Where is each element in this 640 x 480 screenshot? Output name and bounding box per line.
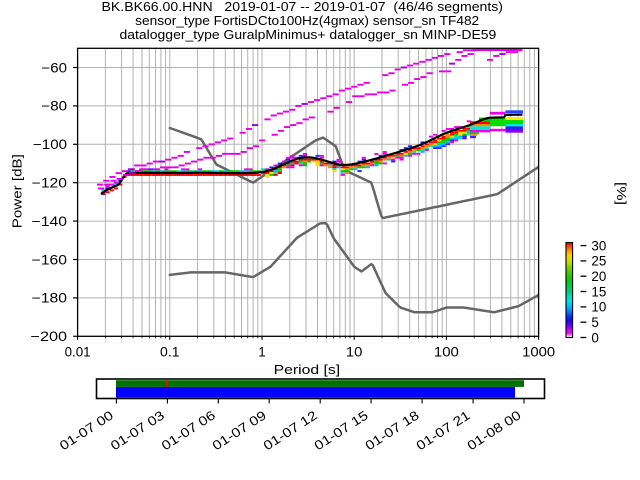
svg-text:1: 1 — [258, 345, 265, 360]
svg-text:Period [s]: Period [s] — [274, 362, 341, 377]
svg-text:0.01: 0.01 — [65, 345, 91, 360]
svg-text:0.1: 0.1 — [160, 345, 180, 360]
svg-text:BK.BK66.00.HNN 2019-01-07 --: BK.BK66.00.HNN 2019-01-07 -- 2019-01-07 … — [102, 0, 504, 14]
svg-text:20: 20 — [591, 269, 606, 284]
svg-text:−120: −120 — [32, 176, 67, 191]
svg-text:−160: −160 — [32, 252, 67, 267]
svg-text:30: 30 — [591, 238, 606, 253]
svg-text:0: 0 — [591, 330, 598, 345]
svg-text:5: 5 — [591, 315, 598, 330]
svg-text:−180: −180 — [32, 291, 67, 306]
svg-text:[%]: [%] — [614, 182, 629, 205]
svg-text:1000: 1000 — [522, 345, 555, 360]
svg-text:−100: −100 — [33, 137, 67, 152]
svg-text:−60: −60 — [41, 60, 67, 75]
svg-text:10: 10 — [591, 300, 606, 315]
svg-text:datalogger_type GuralpMinimus+: datalogger_type GuralpMinimus+ datalogge… — [120, 28, 497, 42]
svg-text:25: 25 — [591, 254, 606, 269]
svg-text:−200: −200 — [31, 329, 68, 344]
svg-text:15: 15 — [591, 284, 606, 299]
svg-text:Power [dB]: Power [dB] — [10, 154, 25, 228]
svg-text:100: 100 — [434, 345, 459, 360]
svg-text:−80: −80 — [41, 99, 67, 114]
svg-text:10: 10 — [346, 345, 363, 360]
svg-text:sensor_type FortisDCto100Hz(4g: sensor_type FortisDCto100Hz(4gmax) senso… — [135, 14, 479, 28]
svg-text:−140: −140 — [32, 214, 67, 229]
